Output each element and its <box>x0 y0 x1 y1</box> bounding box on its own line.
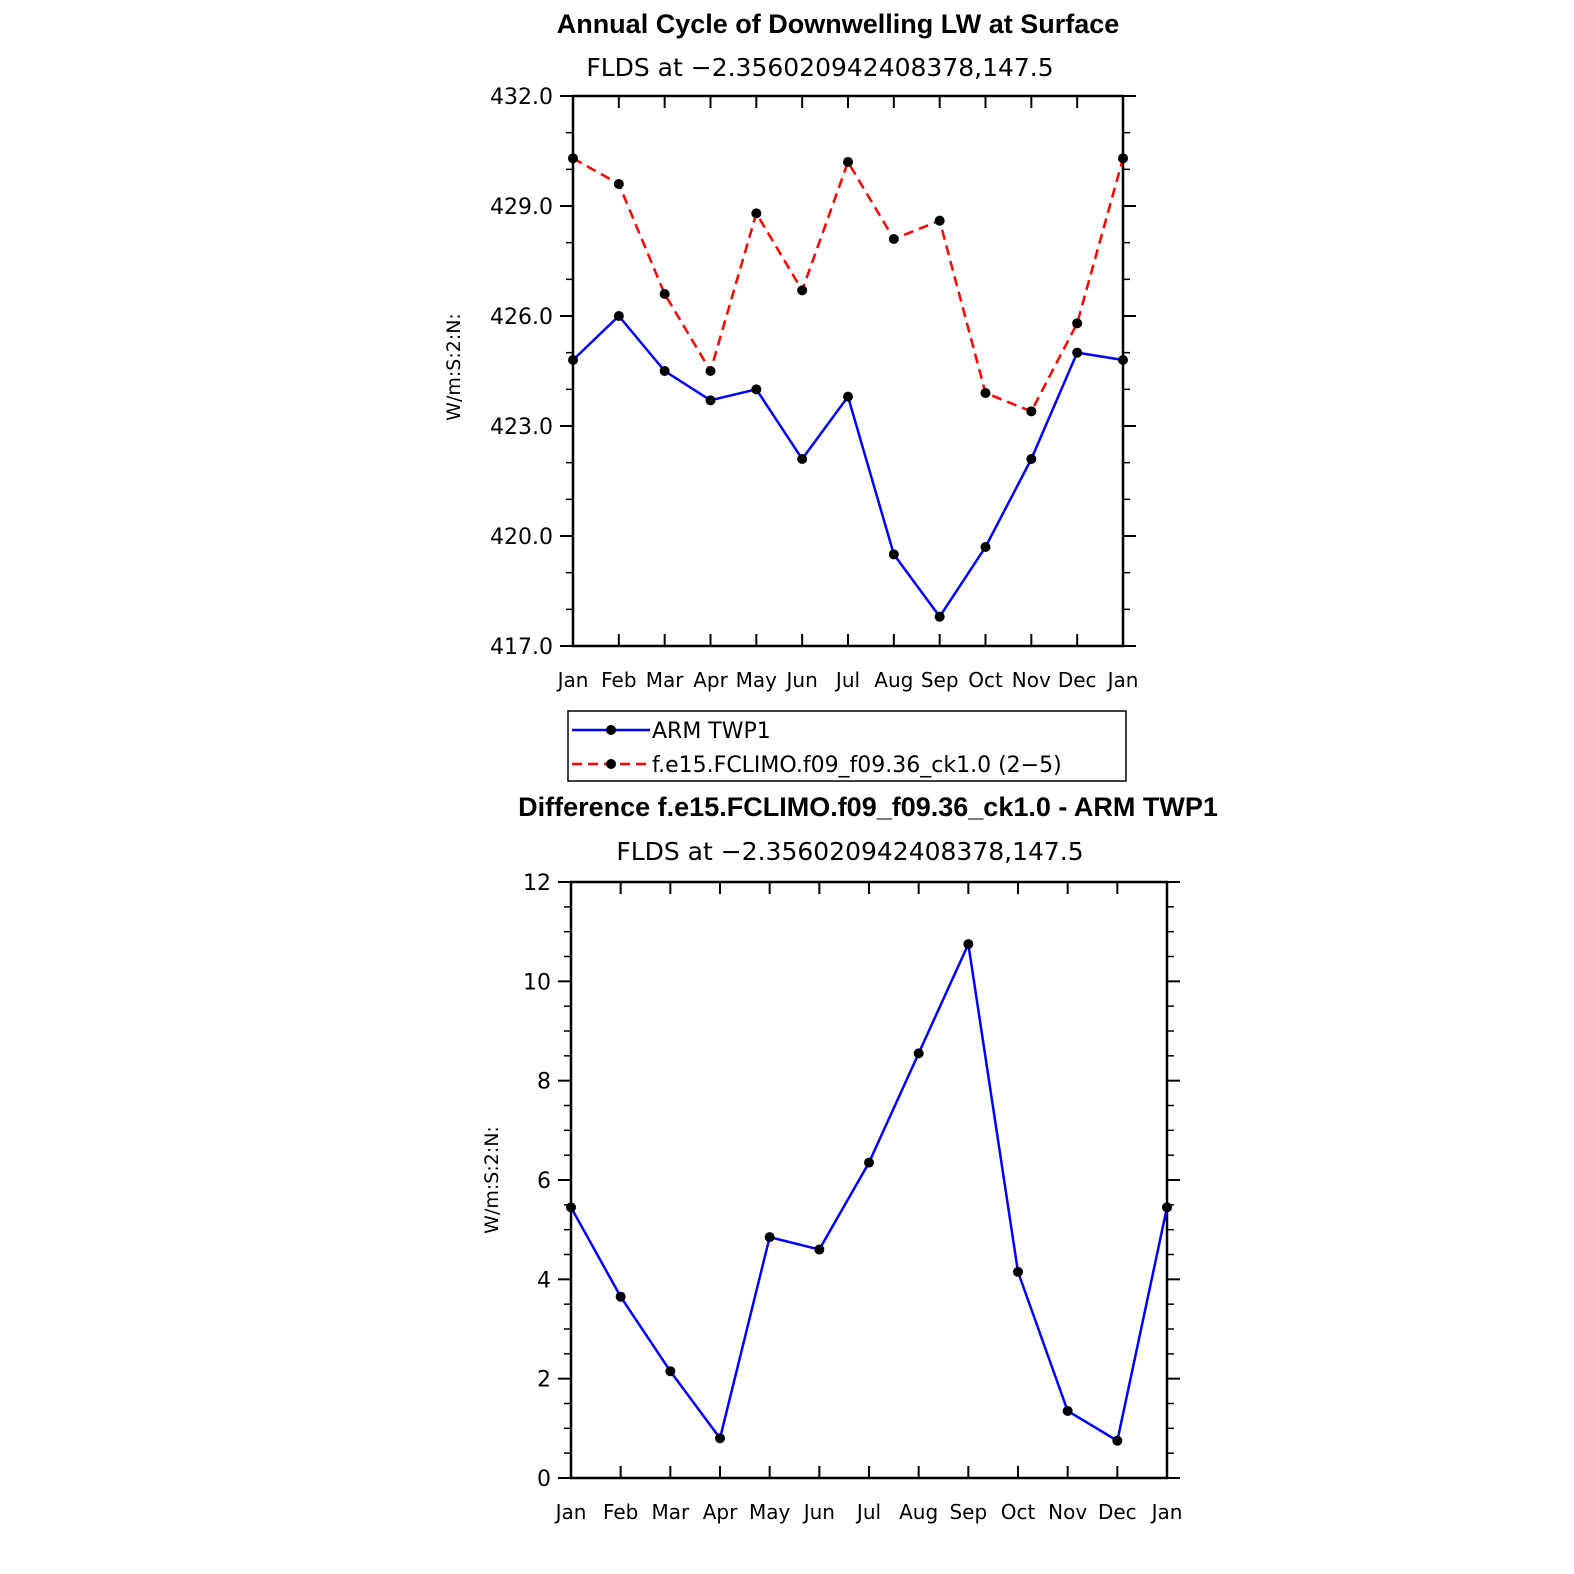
data-point <box>1013 1266 1023 1277</box>
y-tick-label: 429.0 <box>490 195 553 220</box>
x-tick-label: Oct <box>1001 1500 1036 1524</box>
y-tick-label: 426.0 <box>490 305 553 330</box>
data-point <box>659 366 670 376</box>
chart1-subtitle: FLDS at −2.356020942408378,147.5 <box>586 53 1053 82</box>
data-point <box>1026 454 1037 464</box>
series-line-0 <box>572 314 1124 618</box>
plot-frame <box>569 880 1169 1480</box>
data-point <box>934 611 945 622</box>
x-tick-label: Feb <box>601 668 636 692</box>
data-point <box>659 289 670 299</box>
chart2-subtitle: FLDS at −2.356020942408378,147.5 <box>616 837 1083 866</box>
y-tick-label: 0 <box>537 1467 551 1492</box>
data-point <box>665 1366 676 1377</box>
x-tick-label: May <box>736 668 778 692</box>
data-point <box>888 549 899 560</box>
chart2-ylabel: W/m:S:2:N: <box>481 1126 503 1234</box>
data-point <box>963 939 974 950</box>
data-point <box>864 1157 874 1168</box>
data-point <box>751 384 762 395</box>
x-tick-label: Jun <box>785 668 818 692</box>
chart1-plot: Jan Feb Mar Apr May Jun Jul Aug Sep Oct Nov Dec Jan4… <box>490 85 1138 692</box>
data-point <box>913 1048 924 1059</box>
series-line-0 <box>569 942 1169 1442</box>
y-tick-label: 10 <box>523 970 551 995</box>
x-tick-label: Dec <box>1098 1500 1137 1524</box>
data-point <box>1072 347 1083 358</box>
chart1-title: Annual Cycle of Downwelling LW at Surfac… <box>557 9 1120 39</box>
x-tick-label: Jul <box>834 668 860 692</box>
data-point <box>705 366 716 376</box>
x-tick-label: Apr <box>703 1500 738 1524</box>
data-point <box>751 208 762 219</box>
x-tick-label: Jan <box>554 1500 587 1524</box>
data-point <box>980 542 991 552</box>
y-tick-label: 423.0 <box>490 415 553 440</box>
legend-marker-model <box>606 759 616 769</box>
data-point <box>1062 1405 1073 1416</box>
data-point <box>1112 1435 1123 1446</box>
data-point <box>843 391 853 402</box>
x-tick-label: Jan <box>1106 668 1139 692</box>
data-point <box>764 1232 775 1243</box>
x-tick-label: Jan <box>556 668 589 692</box>
y-tick-label: 417.0 <box>490 635 553 660</box>
y-tick-label: 8 <box>537 1070 551 1095</box>
legend-label-model: f.e15.FCLIMO.f09_f09.36_ck1.0 (2−5) <box>652 753 1062 778</box>
data-point <box>715 1433 725 1444</box>
data-point <box>1118 153 1128 164</box>
data-point <box>615 1291 626 1302</box>
x-tick-label: Jun <box>802 1500 835 1524</box>
x-tick-label: Feb <box>603 1500 638 1524</box>
data-point <box>888 234 899 244</box>
data-point <box>843 157 853 167</box>
data-point <box>1026 406 1037 417</box>
legend-marker-arm <box>606 725 616 735</box>
y-tick-label: 6 <box>537 1169 551 1194</box>
data-point <box>566 1202 576 1213</box>
x-tick-label: Sep <box>949 1500 987 1524</box>
x-tick-label: Aug <box>874 668 913 692</box>
data-point <box>568 355 578 365</box>
chart1-legend: ARM TWP1 f.e15.FCLIMO.f09_f09.36_ck1.0 (… <box>567 710 1127 782</box>
plot-frame <box>571 94 1125 648</box>
chart2-title: Difference f.e15.FCLIMO.f09_f09.36_ck1.0… <box>518 792 1218 822</box>
legend-label-arm: ARM TWP1 <box>652 719 771 744</box>
data-point <box>1162 1202 1172 1213</box>
data-point <box>980 388 991 398</box>
x-tick-label: Oct <box>968 668 1003 692</box>
data-point <box>934 215 945 226</box>
x-tick-label: Apr <box>693 668 728 692</box>
x-tick-label: Dec <box>1058 668 1097 692</box>
y-tick-label: 12 <box>523 871 551 896</box>
x-tick-label: Sep <box>921 668 959 692</box>
x-tick-label: Mar <box>646 668 685 692</box>
x-tick-label: Aug <box>899 1500 938 1524</box>
x-tick-label: Nov <box>1048 1500 1087 1524</box>
data-point <box>613 179 624 189</box>
x-tick-label: Jul <box>855 1500 881 1524</box>
legend-box <box>567 710 1127 782</box>
data-point <box>797 285 808 296</box>
data-point <box>705 395 716 406</box>
x-tick-label: May <box>749 1500 791 1524</box>
series-line-1 <box>572 157 1125 413</box>
data-point <box>814 1244 825 1255</box>
data-point <box>1072 318 1083 329</box>
chart1-ylabel: W/m:S:2:N: <box>443 313 465 421</box>
data-point <box>1118 355 1128 365</box>
chart2-plot: Jan Feb Mar Apr May Jun Jul Aug Sep Oct Nov Dec Jan0… <box>523 871 1182 1524</box>
data-point <box>797 454 808 464</box>
y-tick-label: 2 <box>537 1368 551 1393</box>
data-point <box>613 311 624 321</box>
data-point <box>568 153 578 164</box>
x-tick-label: Mar <box>651 1500 690 1524</box>
y-tick-label: 432.0 <box>490 85 553 110</box>
y-tick-label: 420.0 <box>490 525 553 550</box>
y-tick-label: 4 <box>537 1268 551 1293</box>
x-tick-label: Nov <box>1012 668 1051 692</box>
x-tick-label: Jan <box>1150 1500 1183 1524</box>
